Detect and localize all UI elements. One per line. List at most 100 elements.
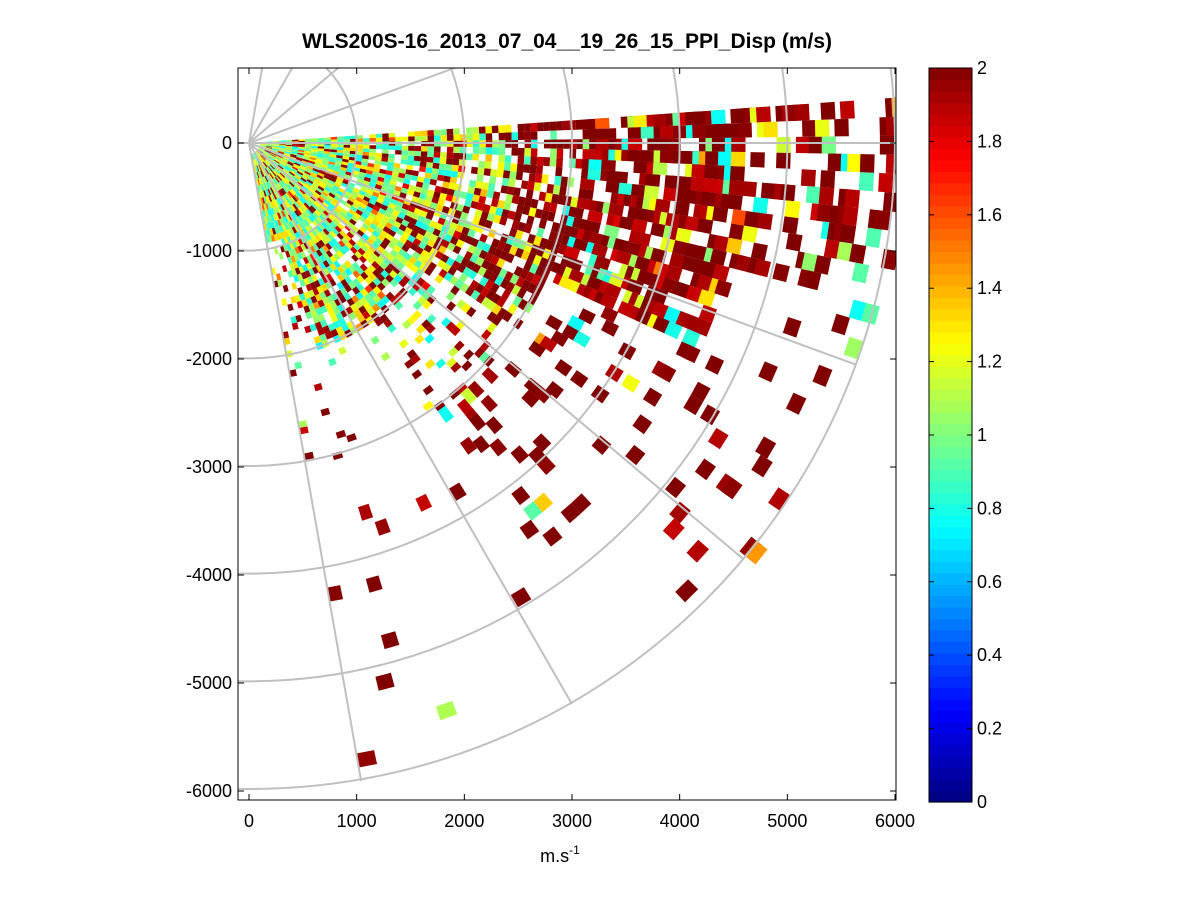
data-cell <box>627 127 643 139</box>
data-cell <box>273 234 279 241</box>
data-cell <box>554 175 562 186</box>
data-cell <box>335 326 345 335</box>
data-cell <box>372 205 381 212</box>
data-cell <box>337 303 346 312</box>
data-cell <box>258 148 264 152</box>
data-cell <box>315 176 323 182</box>
data-cell <box>356 266 365 275</box>
data-cell <box>377 282 386 291</box>
data-cell <box>673 201 690 217</box>
data-cell <box>417 197 426 206</box>
data-cell <box>403 214 412 223</box>
data-cell <box>334 182 342 188</box>
data-cell <box>542 526 563 547</box>
data-cell <box>737 122 752 138</box>
data-cell <box>335 429 347 439</box>
data-cell <box>263 196 267 204</box>
data-cell <box>283 185 290 192</box>
data-cell <box>470 289 481 301</box>
data-cell <box>524 197 533 208</box>
data-cell <box>685 285 704 303</box>
data-cell <box>356 229 365 237</box>
data-cell <box>517 298 528 311</box>
data-cell <box>302 173 309 179</box>
data-cell <box>281 195 288 202</box>
data-cell <box>349 153 357 158</box>
data-cell <box>643 185 660 199</box>
data-cell <box>258 178 262 185</box>
data-cell <box>415 324 426 335</box>
data-cell <box>296 156 303 161</box>
data-cell <box>509 170 517 180</box>
data-cell <box>419 192 427 200</box>
data-cell <box>267 188 272 196</box>
data-cell <box>275 176 281 182</box>
data-cell <box>588 231 605 246</box>
data-cell <box>413 191 421 198</box>
data-cell <box>329 177 337 183</box>
data-cell <box>266 189 270 196</box>
data-cell <box>346 185 355 191</box>
data-cell <box>348 265 357 274</box>
data-cell <box>479 276 489 287</box>
data-cell <box>290 168 297 174</box>
data-cell <box>273 199 279 207</box>
colorbar-step <box>929 182 972 195</box>
data-cell <box>415 181 424 188</box>
data-cell <box>403 252 412 261</box>
data-cell <box>481 367 499 385</box>
data-cell <box>415 233 424 242</box>
data-cell <box>265 203 269 210</box>
data-cell <box>268 201 273 209</box>
data-cell <box>365 205 373 213</box>
data-cell <box>442 263 452 273</box>
data-cell <box>330 175 338 180</box>
data-cell <box>425 167 433 174</box>
data-cell <box>424 230 433 240</box>
data-cell <box>479 233 488 243</box>
data-cell <box>273 160 280 165</box>
data-cell <box>276 205 281 213</box>
data-cell <box>315 307 323 316</box>
data-cell <box>323 151 331 155</box>
data-cell <box>382 200 390 207</box>
data-cell <box>324 137 331 140</box>
data-cell <box>278 150 285 154</box>
data-cell <box>341 161 349 166</box>
data-cell <box>302 264 309 272</box>
data-cell <box>497 240 506 251</box>
data-cell <box>377 176 385 183</box>
data-cell <box>277 151 285 155</box>
data-cell <box>395 136 402 142</box>
data-cell <box>298 140 305 143</box>
data-cell <box>281 158 289 163</box>
data-cell <box>785 233 803 252</box>
data-cell <box>445 291 456 302</box>
data-cell <box>303 219 310 226</box>
data-cell <box>266 195 271 203</box>
data-cell <box>527 181 535 191</box>
azimuth-spoke <box>248 142 363 782</box>
data-cell <box>265 175 270 182</box>
data-cell <box>259 144 267 146</box>
data-cell <box>353 212 361 220</box>
data-cell <box>697 289 716 308</box>
data-cell <box>521 279 531 291</box>
data-cell <box>270 163 276 169</box>
data-cell <box>299 188 306 195</box>
data-cell <box>801 252 819 272</box>
data-cell <box>266 144 273 146</box>
data-cell <box>782 216 799 235</box>
data-cell <box>276 155 283 160</box>
y-tick-label: -1000 <box>186 241 232 261</box>
data-cell <box>839 100 855 119</box>
data-cell <box>365 575 383 593</box>
data-cell <box>285 148 292 151</box>
data-cell <box>731 209 748 226</box>
colorbar-step <box>929 675 972 688</box>
data-cell <box>349 150 357 155</box>
data-cell <box>340 262 349 271</box>
data-cell <box>816 203 833 223</box>
colorbar-step <box>929 549 972 562</box>
data-cell <box>343 144 351 148</box>
